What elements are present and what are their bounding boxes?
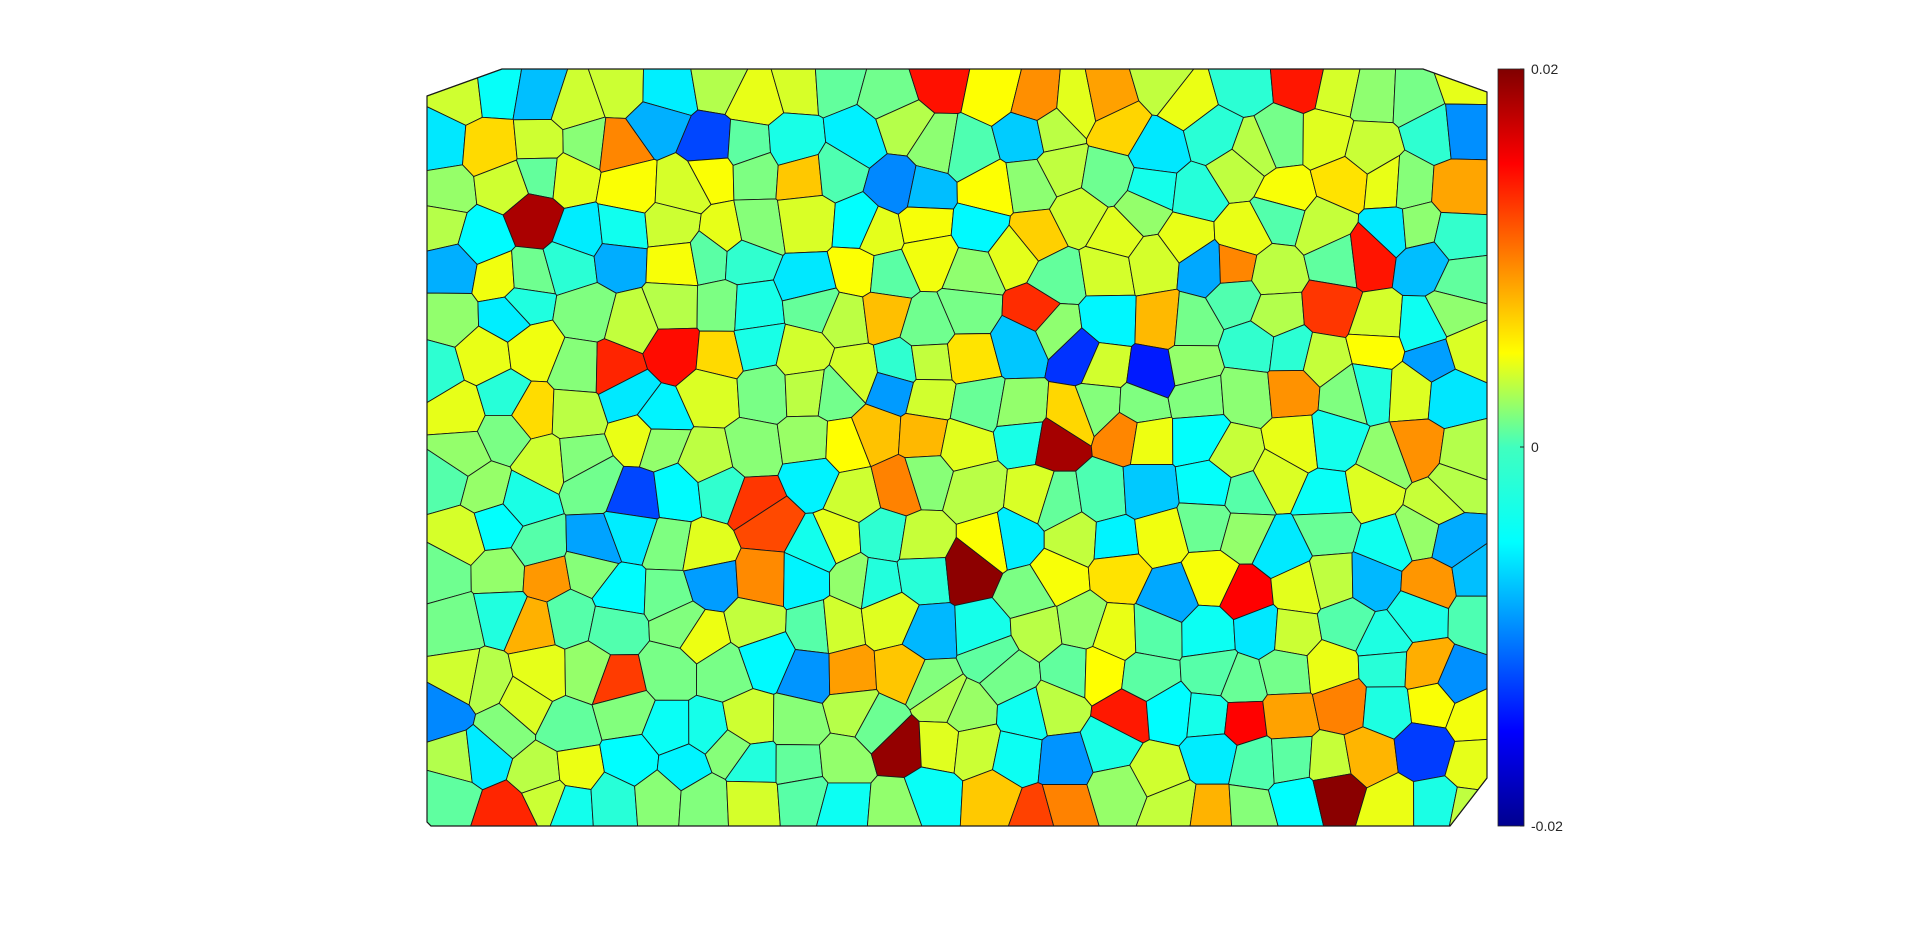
grain-cell (696, 279, 738, 332)
colorbar-tick-label-min: -0.02 (1531, 818, 1563, 834)
grain-cell (898, 509, 957, 560)
grain-cell (735, 547, 785, 608)
map-boundary (426, 68, 1488, 827)
grain-cell (1189, 783, 1233, 827)
grain-cell (1075, 455, 1127, 523)
grain-cell (1271, 735, 1313, 785)
colorbar-tick-label-max: 0.02 (1531, 61, 1558, 77)
grain-cell (1093, 513, 1140, 560)
grain-cell (1431, 158, 1488, 216)
grain-cell (1134, 288, 1180, 350)
grain-cell (645, 242, 699, 287)
grain-cell (996, 377, 1050, 428)
grain-cell (734, 279, 786, 332)
grain-cell (1258, 649, 1312, 696)
grain-cell (1357, 651, 1408, 688)
grain-cell (426, 164, 478, 214)
grain-cell (784, 369, 825, 418)
colorbar: 0.02 0 -0.02 (1497, 61, 1563, 834)
grain-cell (992, 421, 1044, 470)
grain-cell (726, 780, 781, 827)
grain-cell (776, 415, 828, 465)
grain-cell (1445, 103, 1488, 161)
grain-cell (1186, 692, 1229, 738)
grain-map (426, 68, 1488, 827)
grain-cell (897, 412, 949, 459)
grain-cell (776, 194, 836, 254)
grain-cell (918, 720, 960, 774)
grain-cell (1262, 692, 1321, 740)
grain-cell (828, 643, 878, 696)
grain-cell (1129, 416, 1174, 466)
grain-cell (905, 378, 957, 421)
grain-cell (910, 343, 953, 381)
grain-cell (736, 364, 788, 425)
grain-cell (512, 118, 564, 160)
colorbar-tick-label-zero: 0 (1531, 439, 1539, 455)
